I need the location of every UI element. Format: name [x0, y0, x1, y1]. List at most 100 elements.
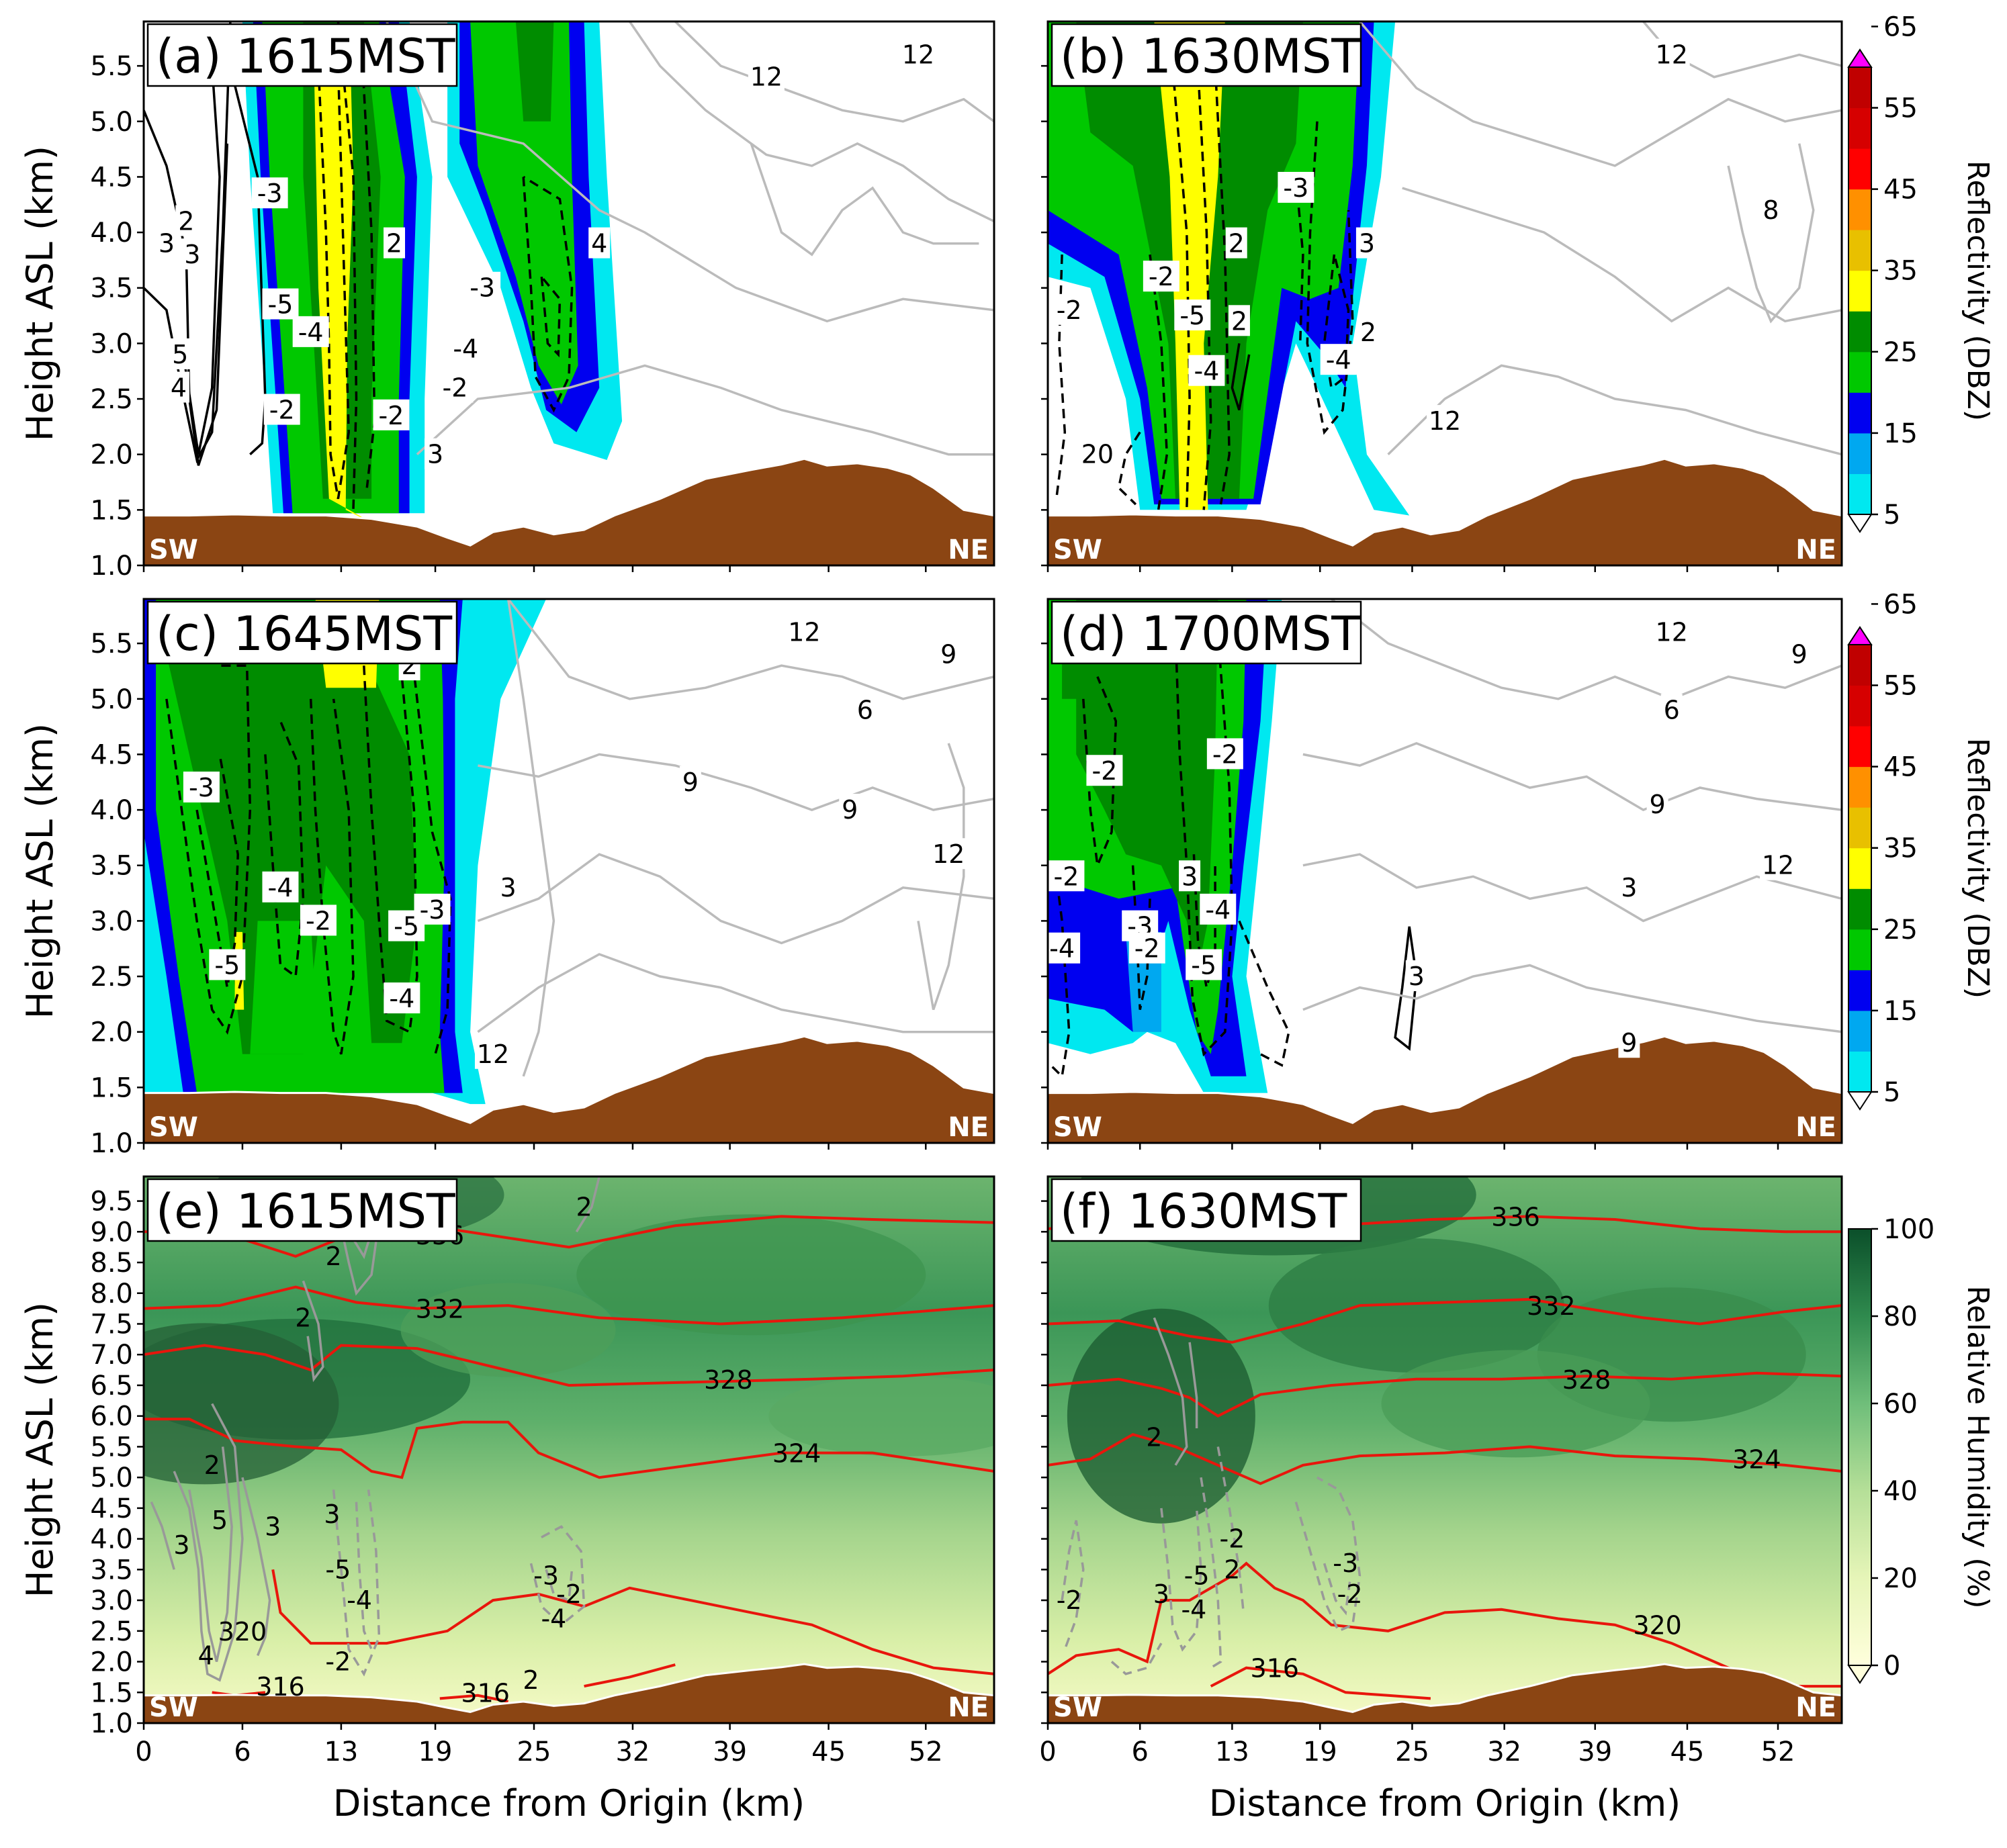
x-tick-label: 52	[1761, 1737, 1795, 1767]
contour-label: 2	[204, 1450, 220, 1480]
plot-frame	[1046, 20, 1843, 567]
colorbar-tick-label: 5	[1883, 500, 1900, 530]
colorbar-segment	[1848, 1051, 1871, 1093]
contour-label-text: 2	[1146, 1423, 1162, 1452]
contour-label-text: 12	[477, 1040, 509, 1069]
contour-label: -4	[262, 871, 299, 903]
contour-label: 12	[899, 38, 936, 70]
contour-label: -2	[373, 399, 410, 430]
contour-line	[1082, 676, 1118, 870]
contour-line	[408, 632, 452, 1055]
contour-label: -5	[262, 288, 299, 320]
panel-title-text: (c) 1645MST	[156, 606, 452, 661]
contour-label-text: 3	[324, 1499, 340, 1529]
contour-label-text: 9	[682, 768, 699, 797]
contour-label-text: 12	[1429, 406, 1461, 436]
colorbar-tick-label: 25	[1883, 337, 1918, 368]
colorbar-segment	[1848, 847, 1871, 889]
colorbar-segment	[1848, 107, 1871, 149]
contour-label: -2	[1057, 1585, 1082, 1615]
contour-label-text: 3	[184, 240, 200, 269]
contour-label: -2	[1206, 738, 1243, 770]
y-tick-label: 5.5	[90, 1432, 133, 1463]
y-tick-label: 2.5	[90, 962, 133, 992]
colorbar-tick-label: 45	[1883, 752, 1918, 783]
terrain	[144, 1663, 994, 1723]
contour-label: -2	[1051, 293, 1087, 325]
left-direction-label: SW	[149, 1692, 198, 1723]
theta-contour	[144, 1344, 994, 1387]
y-tick-label: 2.5	[90, 384, 133, 415]
contour-label: -4	[447, 332, 484, 364]
contour-label-text: -3	[257, 179, 283, 208]
theta-contour	[144, 1418, 994, 1479]
contour-line-gray	[416, 364, 994, 456]
x-tick-label: 39	[713, 1737, 747, 1767]
contour-label: -4	[1320, 344, 1357, 375]
colorbar-tick-label: 5	[1883, 1077, 1900, 1108]
colorbar-2: 0 20 40 60 80 100 Relative Humidity (%)	[1847, 1214, 1995, 1684]
colorbar-tick-label: 55	[1883, 93, 1918, 124]
reflectivity-region	[166, 654, 417, 1054]
y-tick-label: 2.0	[90, 440, 133, 471]
colorbar-segment	[1848, 270, 1871, 312]
contour-label: 8	[1760, 194, 1782, 226]
contour-label: -3	[1278, 171, 1314, 203]
contour-label: 2	[1146, 1423, 1162, 1452]
theta-label: 328	[704, 1365, 753, 1395]
colorbar-tick-label: 65	[1883, 589, 1918, 620]
contour-label-text: 12	[902, 40, 934, 70]
y-tick-label: 4.5	[90, 1493, 133, 1524]
contour-line-gray	[478, 753, 994, 811]
contour-label-text: -2	[1337, 1579, 1363, 1609]
contour-label-text: 3	[173, 1530, 189, 1560]
colorbar-segment	[1848, 929, 1871, 970]
colorbar-gradient	[1848, 1228, 1872, 1666]
panel-title-text: (d) 1700MST	[1060, 606, 1360, 661]
contour-label: -2	[1086, 755, 1123, 786]
contour-line	[241, 1477, 271, 1657]
y-tick-label: 3.0	[90, 328, 133, 359]
contour-label: 12	[930, 838, 967, 870]
panel-title-text: (f) 1630MST	[1060, 1184, 1347, 1239]
contour-label: 3	[1355, 227, 1378, 259]
theta-label: 324	[1732, 1445, 1781, 1475]
contour-label-text: -2	[556, 1579, 582, 1609]
contour-label-text: 3	[1621, 873, 1637, 903]
theta-label: 316	[461, 1678, 510, 1708]
contour-label-text: 12	[750, 62, 783, 92]
contour-label: -5	[1174, 299, 1211, 331]
colorbar-segment	[1848, 148, 1871, 190]
contour-line	[188, 1446, 233, 1662]
contour-line	[150, 1502, 175, 1570]
left-direction-label: SW	[149, 1112, 198, 1143]
reflectivity-region	[250, 921, 318, 1054]
colorbar-segment	[1848, 645, 1871, 686]
contour-label-text: 2	[1231, 306, 1247, 336]
contour-label: 9	[1646, 788, 1668, 819]
contour-label: -4	[292, 316, 329, 347]
contour-label: -2	[556, 1579, 582, 1609]
colorbar-tick-label: 80	[1883, 1301, 1918, 1332]
colorbar-segment	[1848, 888, 1871, 930]
theta-label: 316	[1250, 1654, 1299, 1683]
contour-line-gray	[477, 953, 994, 1033]
contour-label-text: -5	[325, 1555, 351, 1584]
contour-label: -4	[1188, 355, 1225, 386]
terrain	[144, 457, 994, 565]
theta-contour	[1210, 1666, 1431, 1700]
y-tick-label: 6.5	[90, 1371, 133, 1401]
contour-label: 2	[1228, 305, 1250, 336]
panel-title-text: (b) 1630MST	[1060, 29, 1360, 84]
contour-label: 3	[425, 438, 447, 469]
contour-label: 3	[1153, 1579, 1169, 1609]
contour-label-text: -2	[1053, 862, 1079, 891]
contour-label: 2	[175, 205, 197, 236]
theta-label: 320	[1633, 1611, 1682, 1641]
contour-label: 2	[295, 1303, 311, 1332]
colorbar-extend-high	[1847, 48, 1873, 68]
contour-label-text: -4	[389, 984, 414, 1013]
